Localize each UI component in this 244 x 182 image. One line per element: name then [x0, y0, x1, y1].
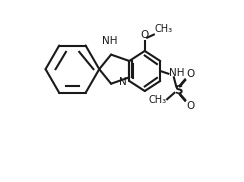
Text: N: N	[119, 77, 127, 86]
Text: O: O	[141, 30, 149, 40]
Text: O: O	[186, 101, 194, 111]
Text: NH: NH	[169, 68, 184, 78]
Text: O: O	[186, 69, 194, 79]
Text: CH₃: CH₃	[154, 24, 173, 34]
Text: NH: NH	[102, 36, 118, 46]
Text: CH₃: CH₃	[148, 95, 166, 105]
Text: S: S	[174, 84, 182, 97]
